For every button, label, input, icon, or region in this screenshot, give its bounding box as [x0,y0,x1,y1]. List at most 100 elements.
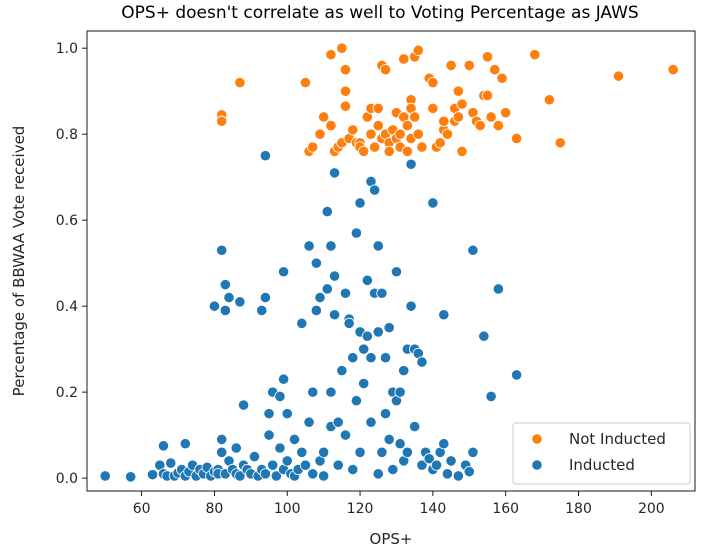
inducted-points [99,145,523,483]
legend-label-not-inducted: Not Inducted [569,430,666,448]
inducted-point [350,395,363,407]
inducted-point [409,420,421,433]
not-inducted-point [398,53,410,65]
inducted-point [223,291,235,304]
not-inducted-point [372,102,384,114]
inducted-point [299,459,312,471]
not-inducted-point [474,119,486,132]
inducted-point [328,309,341,321]
inducted-point [303,416,315,428]
inducted-point [277,373,290,385]
inducted-point [365,352,377,364]
inducted-point [296,446,308,458]
inducted-point [208,300,221,312]
not-inducted-point [485,111,497,123]
legend-box [512,422,691,485]
inducted-point [383,433,395,446]
plot-area [86,30,696,492]
inducted-point [383,322,395,334]
inducted-point [379,352,392,364]
not-inducted-point [299,76,312,89]
not-inducted-point [496,72,508,84]
inducted-point [336,365,348,377]
inducted-point [310,257,322,269]
inducted-point [237,399,250,411]
inducted-point [263,408,275,420]
inducted-point [99,470,111,482]
inducted-point [259,468,271,480]
inducted-point [234,470,246,482]
y-tick-label: 1.0 [56,41,78,57]
not-inducted-point [379,64,392,76]
inducted-point [256,304,268,317]
inducted-point [492,283,505,295]
not-inducted-point [401,145,413,157]
inducted-point [165,457,177,469]
inducted-point [467,446,479,458]
not-inducted-point [325,119,337,132]
not-inducted-point [492,119,505,132]
not-inducted-point [401,119,413,132]
y-tick-label: 0.4 [56,299,78,315]
inducted-point [430,459,443,471]
inducted-point [416,356,428,368]
not-inducted-point [365,128,377,140]
inducted-point [427,197,439,209]
not-inducted-points [216,42,679,157]
not-inducted-point [554,137,566,149]
inducted-point [354,446,366,458]
legend-marker-inducted [531,459,543,471]
not-inducted-point [336,42,348,54]
inducted-point [416,459,428,471]
chart-title: OPS+ doesn't correlate as well to Voting… [121,3,638,23]
inducted-point [365,416,377,428]
inducted-point [376,287,388,299]
inducted-point [216,433,228,446]
inducted-point [379,408,392,420]
not-inducted-point [318,111,330,123]
not-inducted-point [358,145,370,157]
inducted-point [219,304,231,317]
inducted-point [376,446,388,458]
y-axis-title: Percentage of BBWAA Vote received [10,126,28,397]
not-inducted-point [409,111,421,123]
not-inducted-point [445,59,457,71]
inducted-point [372,240,384,252]
inducted-point [361,330,373,342]
not-inducted-point [412,128,424,140]
inducted-point [445,455,457,467]
inducted-point [296,317,308,329]
inducted-point [314,291,326,304]
not-inducted-point [667,64,679,76]
inducted-point [263,429,275,441]
inducted-point [405,158,417,170]
not-inducted-point [463,59,475,71]
y-tick-label: 0.2 [56,385,78,401]
not-inducted-point [456,98,468,110]
inducted-point [270,470,282,482]
x-tick-label: 80 [206,501,224,517]
not-inducted-point [434,137,446,149]
not-inducted-point [314,128,326,140]
inducted-point [369,184,381,196]
inducted-point [157,440,170,452]
inducted-point [125,471,137,483]
inducted-point [394,438,406,450]
legend: Not Inducted Inducted [512,422,691,485]
y-axis: 0.0 0.2 0.4 0.6 0.8 1.0 [56,41,87,487]
not-inducted-point [481,51,494,63]
inducted-point [219,279,231,291]
x-tick-label: 60 [133,501,151,517]
inducted-point [328,270,341,282]
not-inducted-point [427,76,439,89]
inducted-point [318,446,330,458]
inducted-point [307,386,319,398]
inducted-point [281,455,293,467]
inducted-point [394,386,406,398]
y-tick-label: 0.0 [56,471,78,487]
inducted-point [452,470,464,482]
inducted-point [248,451,261,463]
not-inducted-point [347,124,359,136]
inducted-point [216,244,228,256]
